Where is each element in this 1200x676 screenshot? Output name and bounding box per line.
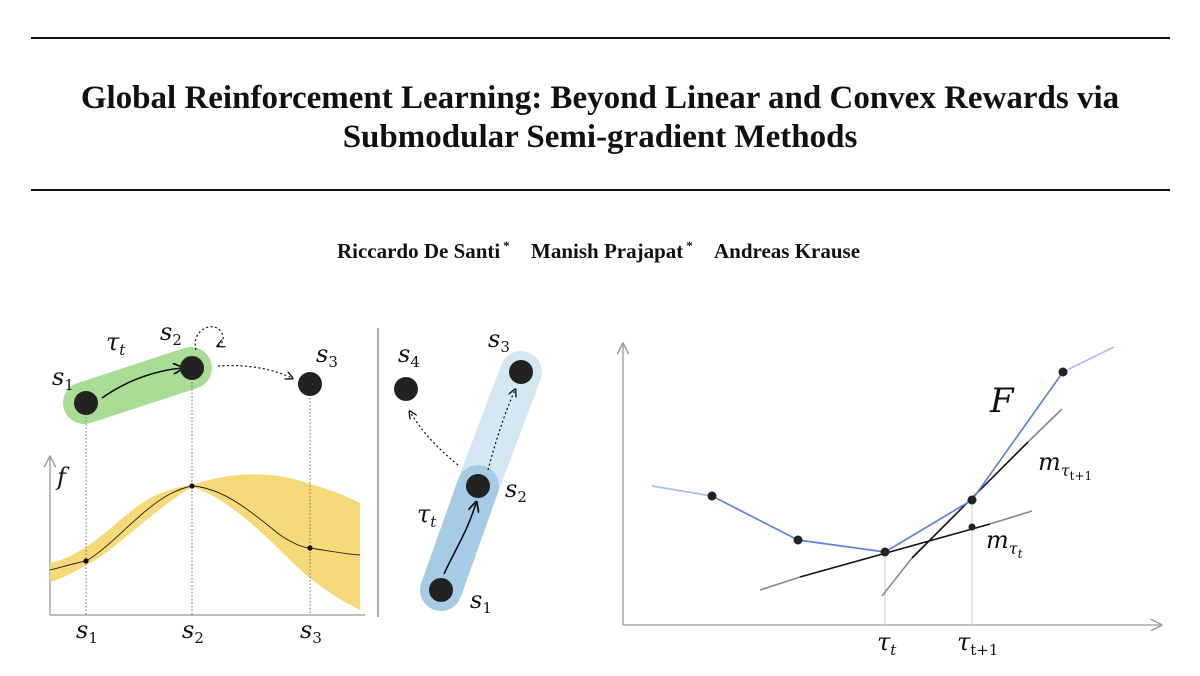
top-rule [31, 37, 1170, 39]
author-1: Riccardo De Santi * [336, 238, 510, 263]
panel-b-trajectory-arrow [443, 503, 476, 575]
author-3: Andreas Krause [714, 239, 861, 263]
panel-c-function-left-tail [651, 485, 713, 497]
panel-a-transition-arrow [217, 364, 292, 379]
panel-a-trajectory-label: τt [106, 328, 126, 359]
panel-c-point-3 [880, 547, 890, 557]
panel-b-alternative-arrow [410, 412, 459, 466]
bottom-rule [31, 189, 1170, 191]
panel-b-state-node-4 [394, 377, 418, 401]
panel-a-x-tick-1: s1 [76, 616, 98, 647]
panel-b-state-label-4: s4 [398, 340, 420, 371]
panel-c-point-5 [1058, 367, 1068, 377]
panel-a-x-tick-2: s2 [182, 616, 204, 647]
panel-c-bound-t-left-tail [759, 576, 801, 591]
panel-c-point-2 [793, 535, 803, 545]
author-list: Riccardo De Santi * Manish Prajapat * Andr… [0, 238, 1200, 264]
panel-a-self-loop-arrow [194, 326, 223, 351]
panel-a-curve-point-3 [307, 545, 313, 551]
panel-c-bound-t-right-tail [989, 510, 1033, 525]
panel-a-uncertainty-band [50, 474, 360, 610]
panel-b-state-node-2 [466, 474, 490, 498]
panel-a: τt s1 s2 s3 f s1 s2 s3 [50, 318, 365, 647]
panel-b-candidate-arrow [487, 390, 515, 471]
panel-a-state-node-2 [180, 356, 204, 380]
panel-c-point-4 [967, 495, 977, 505]
panel-c-x-tick-2: τt+1 [957, 628, 998, 659]
panel-a-function-label: f [55, 463, 70, 491]
panel-c-bound-t [799, 523, 991, 578]
panel-b-state-label-3: s3 [488, 325, 510, 356]
panel-b-state-node-3 [509, 360, 533, 384]
panel-c: F mτt+1 mτt τt τt+1 [623, 345, 1160, 659]
panel-a-x-tick-3: s3 [300, 616, 322, 647]
panel-c-bound-t1-lower-tail [881, 557, 913, 597]
panel-c-point-1 [707, 491, 717, 501]
panel-a-trajectory-highlight [63, 347, 212, 424]
panel-b-state-node-1 [429, 578, 453, 602]
panel-c-x-tick-1: τt [877, 628, 897, 659]
paper-title-line-1: Global Reinforcement Learning: Beyond Li… [80, 80, 1120, 116]
panel-b-trajectory-label: τt [417, 500, 437, 531]
panel-a-state-node-3 [298, 372, 322, 396]
panel-c-bound-t-label: mτt [986, 526, 1023, 561]
paper-title-line-2: Submodular Semi-gradient Methods [342, 119, 858, 155]
panel-a-curve-point-2 [189, 483, 195, 489]
panel-a-state-label-3: s3 [316, 340, 338, 371]
panel-a-state-label-2: s2 [160, 318, 182, 349]
panel-c-function-right-tail [1062, 346, 1115, 373]
panel-c-function-label: F [989, 381, 1015, 421]
author-2: Manish Prajapat * [531, 238, 693, 263]
panel-c-bound-t1-label: mτt+1 [1038, 448, 1092, 483]
panel-b-trajectory-highlight [420, 465, 499, 611]
panel-b-state-label-1: s1 [470, 586, 492, 617]
panel-a-trajectory-arrow [101, 368, 182, 399]
panel-a-state-node-1 [74, 391, 98, 415]
panel-b: s1 s2 s3 s4 τt [394, 325, 542, 617]
panel-c-point-bound [968, 523, 976, 531]
panel-a-curve-point-1 [83, 558, 89, 564]
panel-c-bound-t1-upper-tail [1027, 408, 1063, 443]
panel-a-state-label-1: s1 [52, 363, 74, 394]
panel-b-state-label-2: s2 [505, 475, 527, 506]
